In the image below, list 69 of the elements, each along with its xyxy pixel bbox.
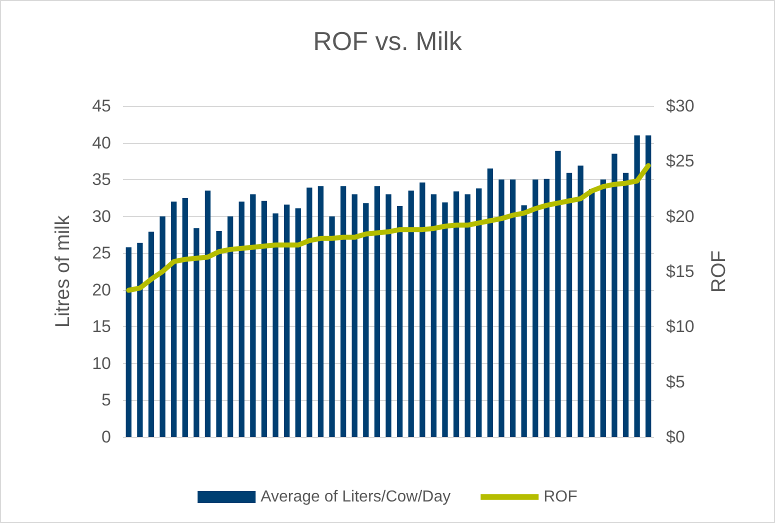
y-tick-label: 40 <box>92 133 111 152</box>
bar <box>453 191 460 437</box>
bar <box>622 172 629 437</box>
bar <box>126 247 132 437</box>
y-tick-label: 20 <box>92 280 111 300</box>
bar <box>137 242 143 437</box>
y-tick-label: 0 <box>102 428 111 446</box>
y-tick-label: 5 <box>102 390 111 410</box>
bar <box>442 202 448 437</box>
bar <box>589 189 595 437</box>
y2-axis-title: ROF <box>708 250 730 293</box>
y-tick-label: 30 <box>92 206 111 226</box>
bar <box>363 203 369 437</box>
bar <box>396 206 403 437</box>
y-tick-label: 35 <box>92 170 111 190</box>
bar <box>544 178 550 437</box>
chart-title: ROF vs. Milk <box>313 26 463 56</box>
bar <box>194 228 200 437</box>
bar <box>532 180 538 437</box>
bar <box>329 216 335 437</box>
bar <box>487 168 494 437</box>
y2-tick-label: $15 <box>666 262 694 281</box>
y2-tick-label: $20 <box>666 206 694 226</box>
bar <box>386 194 392 437</box>
bar <box>216 231 222 437</box>
legend-label: ROF <box>544 488 578 506</box>
bar <box>295 208 301 437</box>
y-tick-label: 10 <box>92 354 111 373</box>
bar <box>600 180 606 437</box>
bar <box>284 204 290 437</box>
bar <box>272 213 278 437</box>
bar <box>555 150 561 437</box>
bar <box>420 182 426 437</box>
y2-tick-label: $25 <box>666 152 694 171</box>
bar <box>352 194 358 437</box>
bar <box>250 194 256 437</box>
bar <box>160 216 166 437</box>
y-tick-label: 45 <box>92 96 111 116</box>
y2-tick-label: $0 <box>666 428 685 446</box>
bar <box>510 180 516 437</box>
bar <box>578 166 584 437</box>
bar <box>521 205 527 437</box>
y2-tick-label: $5 <box>666 372 685 392</box>
bar <box>408 190 414 437</box>
bar <box>318 186 324 437</box>
bar <box>171 202 177 437</box>
bar <box>634 135 640 437</box>
y-tick-label: 15 <box>92 317 111 336</box>
bar <box>430 194 437 437</box>
y-axis-title: Litres of milk <box>52 214 74 328</box>
bar <box>566 172 572 437</box>
bar <box>306 188 312 437</box>
y2-tick-label: $30 <box>666 96 694 116</box>
bar <box>612 154 618 437</box>
bar <box>374 186 380 437</box>
bar <box>498 180 504 437</box>
y2-tick-label: $10 <box>666 317 694 336</box>
bar <box>464 194 470 437</box>
bar <box>182 198 188 437</box>
bar <box>646 135 652 437</box>
bar <box>476 188 482 437</box>
bar <box>238 202 244 437</box>
bar <box>340 186 346 437</box>
bar <box>204 190 211 437</box>
bar <box>148 232 154 437</box>
legend-label: Average of Liters/Cow/Day <box>260 488 451 506</box>
y-tick-label: 25 <box>92 244 111 263</box>
bar <box>228 216 234 437</box>
bar <box>261 200 268 437</box>
